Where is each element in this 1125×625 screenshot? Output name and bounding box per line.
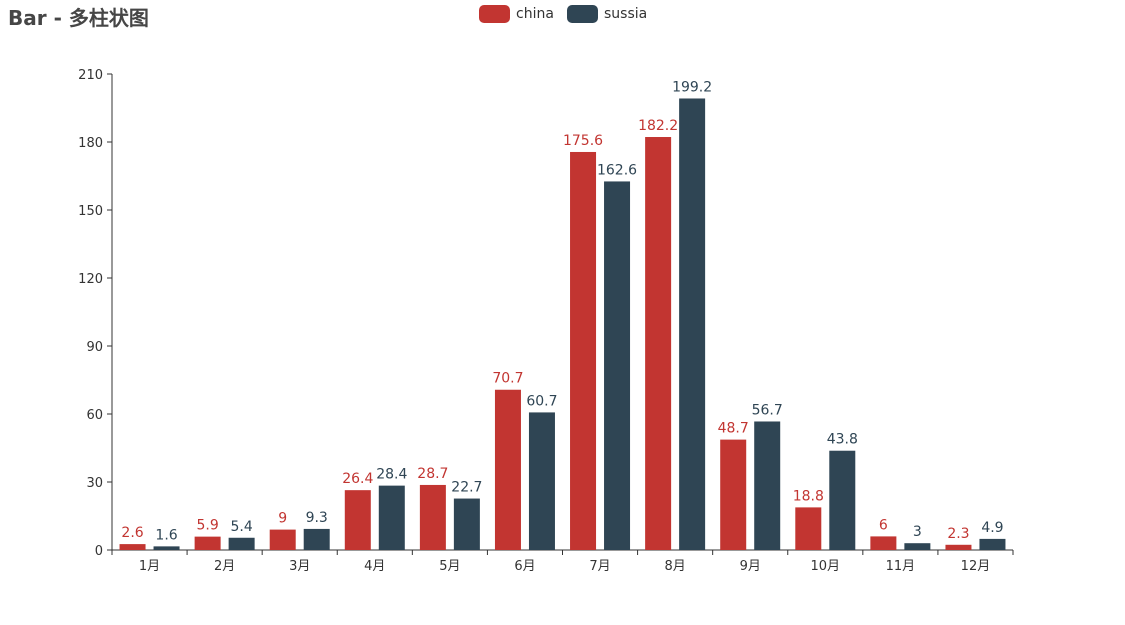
x-tick-label: 3月 <box>289 559 310 574</box>
legend-item-china[interactable]: china <box>479 5 554 23</box>
x-tick-label: 4月 <box>364 559 385 574</box>
x-tick-label: 7月 <box>589 559 610 574</box>
bar-sussia <box>303 528 330 550</box>
bar-sussia <box>979 538 1006 550</box>
data-label-china: 2.3 <box>947 526 969 542</box>
data-label-china: 28.7 <box>417 466 448 482</box>
bar-china <box>870 536 897 550</box>
x-tick-label: 9月 <box>740 559 761 574</box>
y-tick-label: 120 <box>78 272 103 287</box>
bar-china <box>570 151 597 550</box>
y-tick-label: 90 <box>86 340 103 355</box>
data-label-sussia: 3 <box>913 524 922 540</box>
data-label-china: 6 <box>879 517 888 533</box>
bar-china <box>194 536 221 550</box>
bar-china <box>269 529 296 550</box>
y-tick-label: 60 <box>86 408 103 423</box>
bar-china <box>119 544 146 550</box>
data-label-china: 5.9 <box>196 518 218 534</box>
bar-sussia <box>528 412 555 550</box>
x-tick-label: 6月 <box>514 559 535 574</box>
y-tick-label: 30 <box>86 476 103 491</box>
data-label-china: 18.8 <box>793 488 824 504</box>
data-label-china: 182.2 <box>638 118 678 134</box>
data-label-sussia: 43.8 <box>827 432 858 448</box>
data-label-sussia: 60.7 <box>526 393 557 409</box>
bar-sussia <box>679 98 706 550</box>
data-label-china: 26.4 <box>342 471 373 487</box>
y-tick-label: 180 <box>78 136 103 151</box>
x-tick-label: 10月 <box>811 559 841 574</box>
x-tick-label: 1月 <box>139 559 160 574</box>
bar-china <box>945 544 972 550</box>
legend-item-sussia[interactable]: sussia <box>567 5 647 23</box>
legend-swatch-sussia <box>567 5 598 23</box>
legend-swatch-china <box>479 5 510 23</box>
y-tick-label: 0 <box>95 544 103 559</box>
data-label-sussia: 56.7 <box>752 402 783 418</box>
bar-sussia <box>453 498 480 550</box>
data-label-sussia: 1.6 <box>155 527 177 543</box>
chart-title: Bar - 多柱状图 <box>8 6 149 30</box>
data-label-china: 175.6 <box>563 133 603 149</box>
x-tick-label: 11月 <box>886 559 916 574</box>
legend-label-china: china <box>516 6 554 22</box>
data-label-china: 48.7 <box>718 421 749 437</box>
x-tick-label: 5月 <box>439 559 460 574</box>
data-label-sussia: 4.9 <box>981 520 1003 536</box>
data-label-china: 70.7 <box>492 371 523 387</box>
x-tick-label: 12月 <box>961 559 991 574</box>
bar-sussia <box>604 181 631 550</box>
bar-china <box>419 484 446 550</box>
data-label-sussia: 22.7 <box>451 480 482 496</box>
bar-sussia <box>378 485 405 550</box>
data-label-sussia: 199.2 <box>672 79 712 95</box>
bar-china <box>645 137 672 550</box>
data-label-sussia: 162.6 <box>597 162 637 178</box>
data-label-china: 9 <box>278 511 287 527</box>
data-label-sussia: 5.4 <box>230 519 252 535</box>
bar-sussia <box>754 421 781 550</box>
data-label-sussia: 28.4 <box>376 467 407 483</box>
bar-sussia <box>228 537 255 550</box>
x-tick-label: 2月 <box>214 559 235 574</box>
bar-sussia <box>153 546 180 550</box>
bar-china <box>494 389 521 550</box>
bar-china <box>344 490 371 550</box>
bar-sussia <box>904 543 931 550</box>
bar-sussia <box>829 450 856 550</box>
bar-china <box>720 439 747 550</box>
y-tick-label: 150 <box>78 204 103 219</box>
legend-label-sussia: sussia <box>604 6 648 22</box>
bar-china <box>795 507 822 550</box>
y-tick-label: 210 <box>78 68 103 83</box>
data-label-sussia: 9.3 <box>306 510 328 526</box>
data-label-china: 2.6 <box>121 525 143 541</box>
x-tick-label: 8月 <box>664 559 685 574</box>
